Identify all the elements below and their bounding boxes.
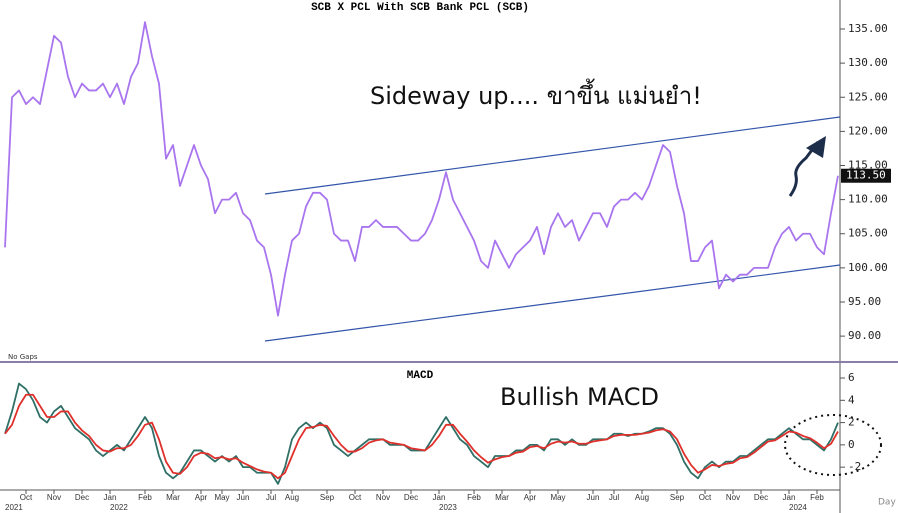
x-tick-label: Jun: [587, 493, 600, 502]
year-label: 2023: [439, 503, 457, 512]
x-tick-label: Sep: [670, 493, 685, 502]
x-tick-label: Nov: [726, 493, 740, 502]
x-tick-label: Apr: [524, 493, 537, 502]
value-label: 113.50: [846, 169, 886, 182]
data-line: [4, 393, 839, 480]
y-tick-label: 95.00: [848, 295, 881, 308]
y-tick-label: -2: [848, 460, 861, 473]
y-tick-label: 0: [848, 438, 855, 451]
macd-title: MACD: [407, 370, 434, 382]
year-label: 2024: [789, 503, 807, 512]
x-tick-label: Jan: [104, 493, 117, 502]
data-line: [4, 21, 839, 317]
x-tick-label: Jan: [433, 493, 446, 502]
y-tick-label: 135.00: [848, 22, 888, 35]
y-tick-label: 4: [848, 393, 855, 406]
y-tick-label: 100.00: [848, 261, 888, 274]
x-tick-label: Dec: [404, 493, 418, 502]
year-label: 2022: [110, 503, 128, 512]
x-tick-label: May: [214, 493, 229, 502]
x-tick-label: Oct: [349, 493, 362, 502]
trend-channel-upper: [264, 116, 841, 195]
x-tick-label: Nov: [376, 493, 390, 502]
note: No Gaps: [8, 353, 38, 361]
y-tick-label: 2: [848, 416, 855, 429]
x-tick-label: Feb: [467, 493, 481, 502]
x-tick-label: Jan: [783, 493, 796, 502]
chart-title: SCB X PCL With SCB Bank PCL (SCB): [311, 2, 529, 14]
y-tick-label: 110.00: [848, 193, 888, 206]
arrow: [788, 141, 820, 197]
value-label-box: [841, 168, 891, 183]
x-tick-label: Aug: [285, 493, 299, 502]
x-tick-label: Feb: [810, 493, 824, 502]
x-tick-label: May: [550, 493, 565, 502]
arrow-head: [806, 136, 826, 158]
x-tick-label: Oct: [20, 493, 33, 502]
y-tick-label: 125.00: [848, 90, 888, 103]
year-label: 2021: [5, 503, 23, 512]
highlight-ellipse: [784, 414, 882, 476]
x-tick-label: Mar: [495, 493, 509, 502]
y-tick-label: 90.00: [848, 329, 881, 342]
x-tick-label: Apr: [195, 493, 208, 502]
y-tick-label: 6: [848, 371, 855, 384]
y-tick-label: 115.00: [848, 158, 888, 171]
x-tick-label: Oct: [699, 493, 712, 502]
x-tick-label: Jun: [237, 493, 250, 502]
x-tick-label: Mar: [166, 493, 180, 502]
x-tick-label: Dec: [75, 493, 89, 502]
x-tick-label: Sep: [320, 493, 335, 502]
y-tick-label: 120.00: [848, 124, 888, 137]
x-tick-label: Jul: [266, 493, 276, 502]
x-axis-label: Day: [878, 498, 896, 508]
annotation: Bullish MACD: [500, 383, 659, 411]
y-tick-label: 130.00: [848, 56, 888, 69]
x-tick-label: Nov: [47, 493, 61, 502]
x-tick-label: Feb: [138, 493, 152, 502]
annotation: Sideway up.... ขาขึ้น แม่นยำ!: [370, 78, 702, 110]
trend-channel-lower: [264, 264, 841, 342]
y-tick-label: 105.00: [848, 227, 888, 240]
x-tick-label: Dec: [754, 493, 768, 502]
x-tick-label: Aug: [635, 493, 649, 502]
x-tick-label: Jul: [609, 493, 619, 502]
